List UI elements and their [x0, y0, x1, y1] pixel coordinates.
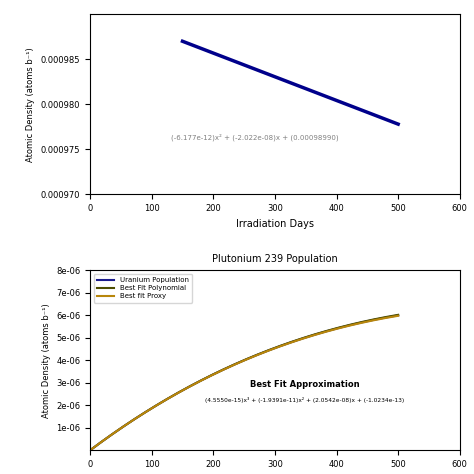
Uranium Population: [87, 447, 93, 453]
Best fit Proxy: [229, 363, 235, 369]
Best Fit Polynomial: [229, 363, 235, 368]
Y-axis label: Atomic Density (atoms b⁻¹): Atomic Density (atoms b⁻¹): [26, 47, 35, 162]
Best fit Proxy: [237, 359, 243, 365]
Best Fit Polynomial: [103, 436, 109, 442]
Best Fit Polynomial: [386, 314, 392, 319]
Uranium Population: [386, 314, 392, 320]
Best Fit Polynomial: [386, 314, 392, 319]
Best fit Proxy: [103, 436, 109, 442]
Y-axis label: Atomic Density (atoms b⁻¹): Atomic Density (atoms b⁻¹): [42, 303, 51, 418]
Best Fit Polynomial: [87, 447, 93, 453]
Text: (4.5550e-15)x³ + (-1.9391e-11)x² + (2.0542e-08)x + (-1.0234e-13): (4.5550e-15)x³ + (-1.9391e-11)x² + (2.05…: [205, 397, 404, 402]
Best Fit Polynomial: [395, 312, 401, 318]
Text: (-6.177e-12)x² + (-2.022e-08)x + (0.00098990): (-6.177e-12)x² + (-2.022e-08)x + (0.0009…: [172, 133, 339, 140]
Best fit Proxy: [87, 447, 93, 453]
Uranium Population: [395, 312, 401, 318]
Uranium Population: [330, 327, 336, 332]
Uranium Population: [237, 359, 243, 365]
Text: Best Fit Approximation: Best Fit Approximation: [250, 380, 359, 389]
Uranium Population: [103, 436, 109, 442]
Best Fit Polynomial: [330, 327, 336, 332]
Best fit Proxy: [330, 327, 336, 333]
Best fit Proxy: [386, 314, 392, 320]
Best fit Proxy: [386, 315, 392, 320]
Line: Uranium Population: Uranium Population: [90, 315, 398, 450]
Uranium Population: [229, 363, 235, 369]
Best fit Proxy: [395, 313, 401, 319]
Legend: Uranium Population, Best Fit Polynomial, Best fit Proxy: Uranium Population, Best Fit Polynomial,…: [93, 273, 192, 303]
Uranium Population: [386, 314, 392, 320]
X-axis label: Irradiation Days: Irradiation Days: [236, 219, 314, 228]
Best Fit Polynomial: [237, 359, 243, 365]
Line: Best fit Proxy: Best fit Proxy: [90, 316, 398, 450]
Title: Plutonium 239 Population: Plutonium 239 Population: [212, 254, 338, 264]
Line: Best Fit Polynomial: Best Fit Polynomial: [90, 315, 398, 450]
